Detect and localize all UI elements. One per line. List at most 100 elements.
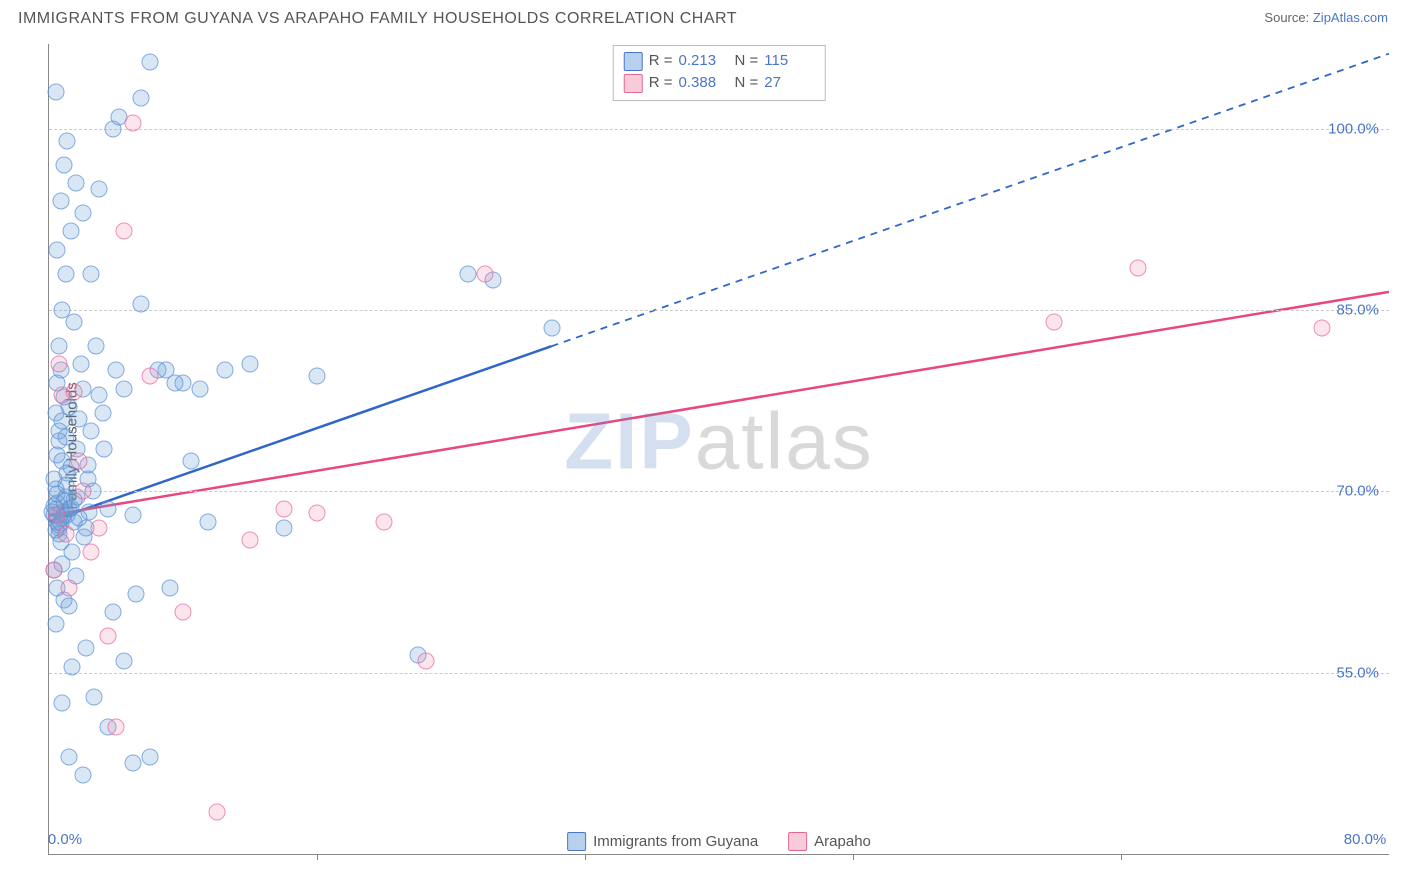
data-point-guyana — [141, 749, 158, 766]
data-point-guyana — [124, 755, 141, 772]
data-point-guyana — [87, 338, 104, 355]
data-point-guyana — [459, 265, 476, 282]
data-point-arapaho — [208, 803, 225, 820]
data-point-guyana — [47, 84, 64, 101]
data-point-guyana — [108, 362, 125, 379]
data-point-guyana — [128, 586, 145, 603]
swatch-pink-icon — [788, 832, 807, 851]
data-point-guyana — [82, 265, 99, 282]
data-point-guyana — [161, 580, 178, 597]
source-link[interactable]: ZipAtlas.com — [1313, 10, 1388, 25]
data-point-guyana — [124, 507, 141, 524]
swatch-blue-icon — [567, 832, 586, 851]
data-point-arapaho — [275, 501, 292, 518]
data-point-arapaho — [74, 483, 91, 500]
source-attribution: Source: ZipAtlas.com — [1264, 10, 1388, 25]
data-point-arapaho — [71, 453, 88, 470]
legend-n-value-arapaho: 27 — [764, 72, 814, 94]
data-point-guyana — [82, 422, 99, 439]
data-point-guyana — [91, 181, 108, 198]
gridline — [49, 310, 1389, 311]
gridline — [49, 673, 1389, 674]
data-point-guyana — [59, 132, 76, 149]
swatch-blue-icon — [624, 52, 643, 71]
data-point-arapaho — [309, 505, 326, 522]
gridline — [49, 491, 1389, 492]
data-point-guyana — [96, 441, 113, 458]
data-point-guyana — [72, 356, 89, 373]
data-point-guyana — [99, 501, 116, 518]
data-point-arapaho — [54, 386, 71, 403]
data-point-arapaho — [1314, 320, 1331, 337]
data-point-arapaho — [116, 223, 133, 240]
y-tick-label: 70.0% — [1336, 483, 1379, 500]
data-point-arapaho — [91, 519, 108, 536]
data-point-guyana — [66, 314, 83, 331]
legend-label-guyana: Immigrants from Guyana — [593, 833, 758, 850]
data-point-guyana — [275, 519, 292, 536]
data-point-arapaho — [141, 368, 158, 385]
legend-n-label: N = — [735, 72, 759, 94]
x-tick-label: 80.0% — [1344, 831, 1387, 848]
data-point-guyana — [116, 652, 133, 669]
data-point-guyana — [47, 616, 64, 633]
legend-row-guyana: R = 0.213 N = 115 — [624, 50, 815, 72]
legend-n-label: N = — [735, 50, 759, 72]
data-point-guyana — [51, 338, 68, 355]
legend-item-guyana: Immigrants from Guyana — [567, 832, 758, 851]
scatter-plot-area: ZIPatlas R = 0.213 N = 115 R = 0.388 N =… — [48, 44, 1389, 855]
data-point-guyana — [309, 368, 326, 385]
data-point-guyana — [91, 386, 108, 403]
data-point-arapaho — [99, 628, 116, 645]
data-point-guyana — [191, 380, 208, 397]
data-point-guyana — [62, 223, 79, 240]
data-point-arapaho — [175, 604, 192, 621]
data-point-guyana — [61, 598, 78, 615]
data-point-guyana — [52, 193, 69, 210]
data-point-arapaho — [82, 543, 99, 560]
source-label: Source: — [1264, 10, 1309, 25]
series-legend: Immigrants from Guyana Arapaho — [561, 830, 877, 853]
data-point-arapaho — [57, 525, 74, 542]
data-point-arapaho — [1129, 259, 1146, 276]
legend-label-arapaho: Arapaho — [814, 833, 871, 850]
trend-line-guyana — [49, 346, 552, 521]
data-point-arapaho — [124, 114, 141, 131]
x-tick — [585, 854, 586, 860]
data-point-guyana — [216, 362, 233, 379]
data-point-guyana — [74, 767, 91, 784]
data-point-guyana — [74, 205, 91, 222]
data-point-arapaho — [476, 265, 493, 282]
data-point-guyana — [64, 658, 81, 675]
data-point-guyana — [200, 513, 217, 530]
data-point-guyana — [49, 241, 66, 258]
trend-line-arapaho — [49, 292, 1389, 516]
data-point-guyana — [56, 156, 73, 173]
y-tick-label: 100.0% — [1328, 120, 1379, 137]
data-point-guyana — [104, 604, 121, 621]
data-point-arapaho — [49, 507, 66, 524]
data-point-guyana — [133, 90, 150, 107]
data-point-guyana — [54, 413, 71, 430]
y-tick-label: 85.0% — [1336, 301, 1379, 318]
data-point-arapaho — [242, 531, 259, 548]
swatch-pink-icon — [624, 74, 643, 93]
data-point-arapaho — [1046, 314, 1063, 331]
data-point-guyana — [64, 543, 81, 560]
data-point-arapaho — [51, 356, 68, 373]
data-point-guyana — [86, 688, 103, 705]
data-point-guyana — [242, 356, 259, 373]
data-point-guyana — [54, 694, 71, 711]
data-point-arapaho — [417, 652, 434, 669]
legend-r-label: R = — [649, 72, 673, 94]
correlation-legend: R = 0.213 N = 115 R = 0.388 N = 27 — [613, 45, 826, 101]
data-point-guyana — [67, 175, 84, 192]
data-point-guyana — [133, 295, 150, 312]
data-point-guyana — [166, 374, 183, 391]
data-point-guyana — [543, 320, 560, 337]
data-point-guyana — [51, 432, 68, 449]
data-point-arapaho — [46, 561, 63, 578]
legend-row-arapaho: R = 0.388 N = 27 — [624, 72, 815, 94]
data-point-arapaho — [108, 719, 125, 736]
data-point-guyana — [116, 380, 133, 397]
